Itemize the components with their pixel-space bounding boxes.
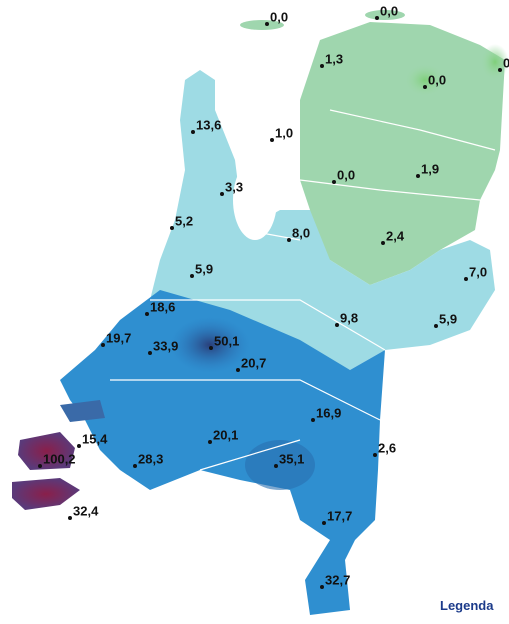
station-value: 1,3 (325, 51, 343, 66)
wadden-island (365, 10, 405, 20)
station-dot (311, 418, 315, 422)
station-dot (322, 521, 326, 525)
station-dot (320, 64, 324, 68)
station-value: 16,9 (316, 405, 341, 420)
station-value: 3,3 (225, 179, 243, 194)
station-dot (170, 226, 174, 230)
station-value: 28,3 (138, 451, 163, 466)
station-value: 32,4 (73, 503, 99, 518)
water (233, 160, 277, 240)
station-value: 8,0 (292, 225, 310, 240)
station-dot (38, 464, 42, 468)
station-value: 33,9 (153, 338, 178, 353)
station-dot (190, 274, 194, 278)
station-value: 1,9 (421, 161, 439, 176)
station-value: 0,0 (270, 9, 288, 24)
station-dot (320, 585, 324, 589)
station-dot (287, 238, 291, 242)
station-dot (498, 68, 502, 72)
station-dot (416, 174, 420, 178)
region-middle (150, 70, 495, 370)
station-dot (101, 343, 105, 347)
station-dot (274, 464, 278, 468)
zeeland-island (12, 478, 80, 510)
hotspot (170, 317, 250, 373)
station-value: 15,4 (82, 431, 108, 446)
station-value: 35,1 (279, 451, 304, 466)
station-dot (464, 277, 468, 281)
station-dot (220, 192, 224, 196)
station-value: 100,2 (43, 451, 76, 466)
station-value: 5,9 (195, 261, 213, 276)
station-value: 50,1 (214, 333, 239, 348)
labels: 0,0 0,0 0 1,3 0,0 13,6 1,0 0,0 1,9 3,3 5,2 8,0 2,4 7,… (38, 3, 509, 589)
wadden-island (240, 20, 284, 30)
station-dot (423, 85, 427, 89)
station-dot (434, 324, 438, 328)
station-dot (236, 368, 240, 372)
station-value: 5,9 (439, 311, 457, 326)
station-value: 2,4 (386, 228, 405, 243)
legend-button[interactable]: Legenda (440, 598, 494, 613)
borders (110, 109, 496, 471)
station-value: 2,6 (378, 440, 396, 455)
zeeland-island (18, 432, 75, 470)
station-dot (133, 464, 137, 468)
hotspot (481, 44, 509, 80)
station-value: 20,1 (213, 427, 238, 442)
station-dot (148, 351, 152, 355)
station-dot (265, 22, 269, 26)
zeeland-island (60, 400, 105, 422)
station-dot (191, 130, 195, 134)
station-dot (335, 323, 339, 327)
hotspot (245, 440, 315, 490)
station-value: 20,7 (241, 355, 266, 370)
station-value: 32,7 (325, 572, 350, 587)
station-dot (77, 444, 81, 448)
station-dot (68, 516, 72, 520)
station-value: 17,7 (327, 508, 352, 523)
hotspot (405, 64, 445, 96)
station-dot (332, 180, 336, 184)
station-value: 19,7 (106, 330, 131, 345)
land (12, 10, 509, 615)
station-value: 18,6 (150, 299, 175, 314)
station-value: 5,2 (175, 213, 193, 228)
station-dot (270, 138, 274, 142)
station-dot (373, 453, 377, 457)
region-south (60, 290, 385, 615)
station-value: 0,0 (337, 167, 355, 182)
station-value: 7,0 (469, 264, 487, 279)
station-dot (208, 440, 212, 444)
station-value: 0,0 (380, 3, 398, 18)
station-dot (375, 16, 379, 20)
station-value: 0 (503, 55, 509, 70)
station-value: 0,0 (428, 72, 446, 87)
region-north-east (300, 22, 505, 285)
station-value: 1,0 (275, 125, 293, 140)
station-value: 9,8 (340, 310, 358, 325)
station-dot (381, 241, 385, 245)
station-value: 13,6 (196, 117, 221, 132)
station-dot (209, 346, 213, 350)
station-dot (145, 312, 149, 316)
